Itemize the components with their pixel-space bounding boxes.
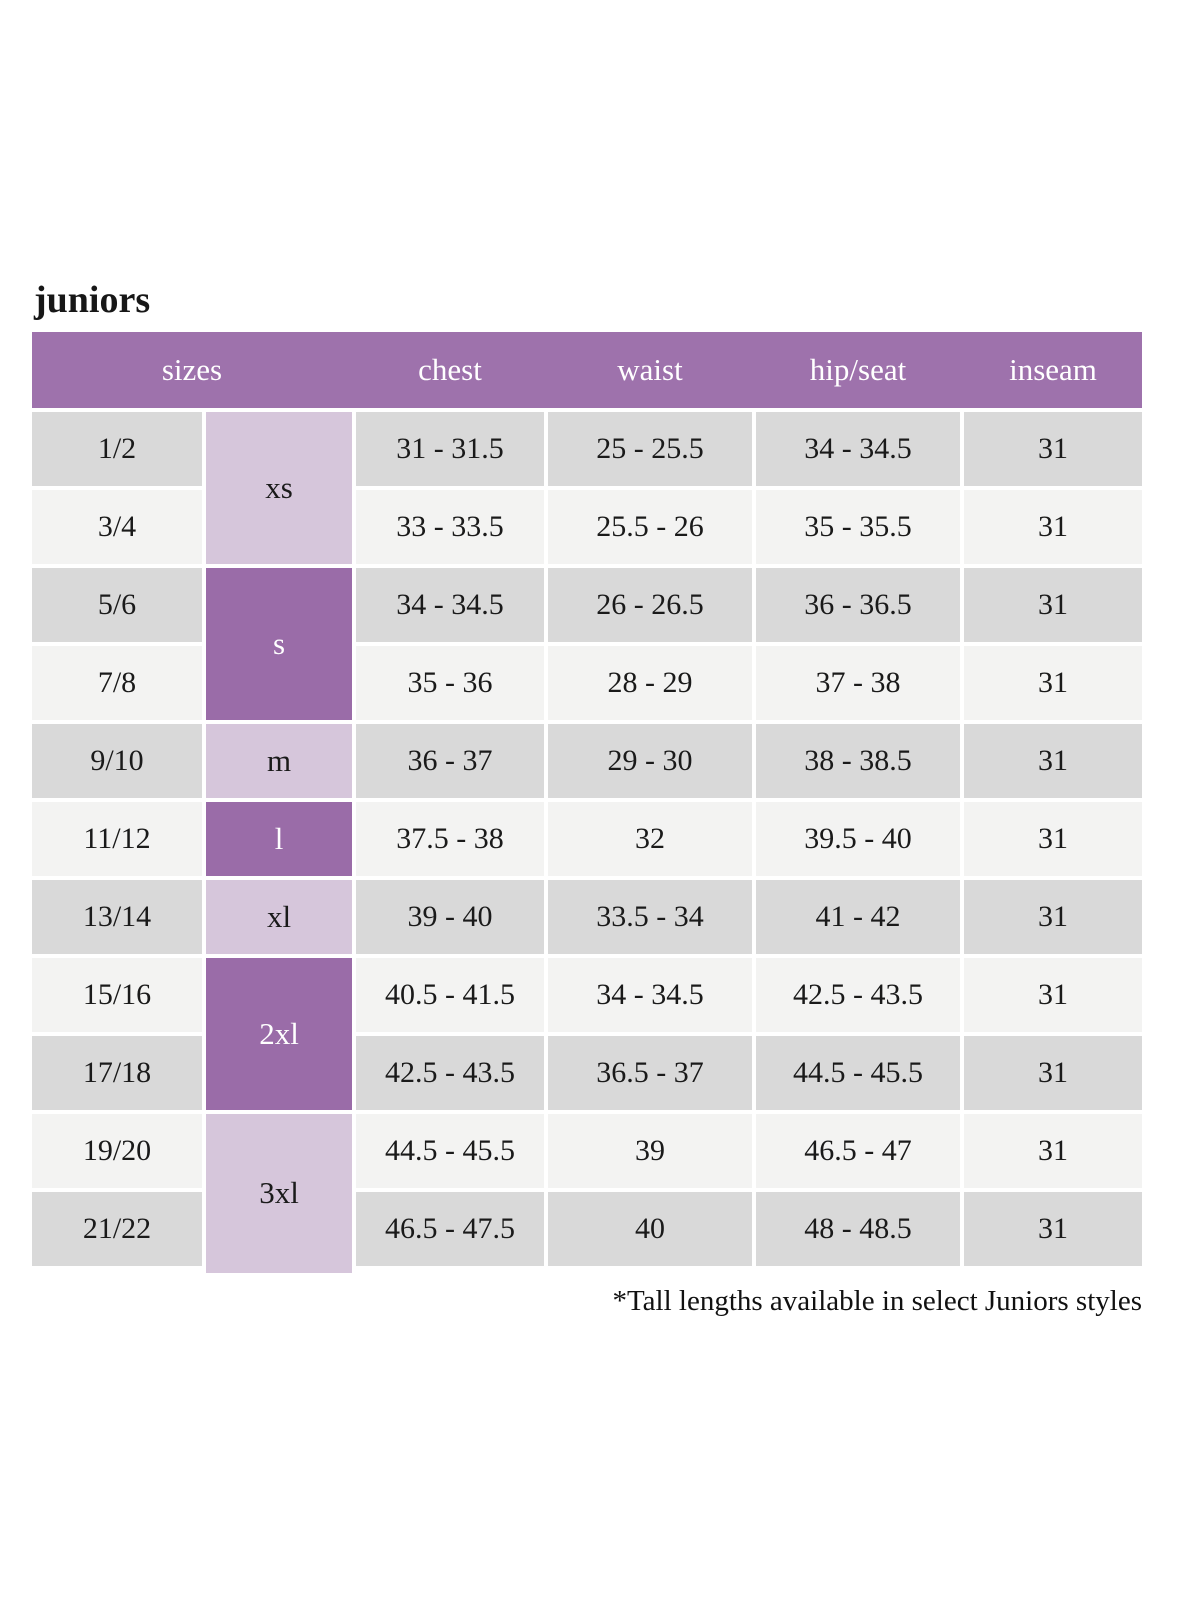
footnote: *Tall lengths available in select Junior… (612, 1284, 1142, 1317)
cell-chest: 44.5 - 45.5 (356, 1113, 544, 1188)
cell-chest: 34 - 34.5 (356, 567, 544, 642)
cell-inseam: 31 (964, 723, 1142, 798)
cell-inseam: 31 (964, 411, 1142, 486)
column-header-hip-seat: hip/seat (809, 351, 907, 387)
cell-size: 1/2 (32, 411, 202, 486)
cell-size: 15/16 (32, 957, 202, 1032)
column-header-waist: waist (617, 351, 683, 387)
cell-waist: 26 - 26.5 (548, 567, 752, 642)
cell-size: 13/14 (32, 879, 202, 954)
cell-hip-seat: 48 - 48.5 (756, 1191, 960, 1266)
cell-waist: 36.5 - 37 (548, 1035, 752, 1110)
cell-chest: 40.5 - 41.5 (356, 957, 544, 1032)
cell-size: 21/22 (32, 1191, 202, 1266)
column-header-chest: chest (418, 351, 482, 387)
cell-waist: 33.5 - 34 (548, 879, 752, 954)
cell-size: 5/6 (32, 567, 202, 642)
cell-size: 11/12 (32, 801, 202, 876)
cell-waist: 34 - 34.5 (548, 957, 752, 1032)
cell-inseam: 31 (964, 801, 1142, 876)
size-group-xl: xl (206, 879, 352, 954)
cell-size: 9/10 (32, 723, 202, 798)
cell-hip-seat: 46.5 - 47 (756, 1113, 960, 1188)
table-body: 1/2 31 - 31.5 25 - 25.5 34 - 34.5 31 3/4 33 - … (32, 411, 1142, 1273)
cell-hip-seat: 39.5 - 40 (756, 801, 960, 876)
cell-size: 3/4 (32, 489, 202, 564)
cell-inseam: 31 (964, 489, 1142, 564)
cell-chest: 37.5 - 38 (356, 801, 544, 876)
cell-hip-seat: 44.5 - 45.5 (756, 1035, 960, 1110)
size-group-s: s (206, 567, 352, 720)
table-header-row: sizes chest waist hip/seat inseam (32, 331, 1142, 408)
cell-inseam: 31 (964, 1035, 1142, 1110)
cell-size: 17/18 (32, 1035, 202, 1110)
cell-waist: 25.5 - 26 (548, 489, 752, 564)
cell-hip-seat: 36 - 36.5 (756, 567, 960, 642)
cell-waist: 39 (548, 1113, 752, 1188)
cell-waist: 25 - 25.5 (548, 411, 752, 486)
cell-size: 19/20 (32, 1113, 202, 1188)
cell-waist: 40 (548, 1191, 752, 1266)
cell-hip-seat: 37 - 38 (756, 645, 960, 720)
size-group-xs: xs (206, 411, 352, 564)
size-group-3xl: 3xl (206, 1113, 352, 1273)
cell-hip-seat: 35 - 35.5 (756, 489, 960, 564)
cell-inseam: 31 (964, 1113, 1142, 1188)
size-group-m: m (206, 723, 352, 798)
cell-waist: 29 - 30 (548, 723, 752, 798)
column-header-sizes: sizes (161, 351, 223, 387)
size-group-2xl: 2xl (206, 957, 352, 1110)
cell-chest: 33 - 33.5 (356, 489, 544, 564)
cell-chest: 36 - 37 (356, 723, 544, 798)
cell-hip-seat: 41 - 42 (756, 879, 960, 954)
cell-inseam: 31 (964, 957, 1142, 1032)
cell-waist: 28 - 29 (548, 645, 752, 720)
cell-chest: 31 - 31.5 (356, 411, 544, 486)
column-header-inseam: inseam (1009, 351, 1097, 387)
cell-hip-seat: 42.5 - 43.5 (756, 957, 960, 1032)
cell-inseam: 31 (964, 645, 1142, 720)
cell-hip-seat: 34 - 34.5 (756, 411, 960, 486)
cell-inseam: 31 (964, 879, 1142, 954)
size-chart-section: juniors sizes chest waist hip/seat insea… (32, 279, 1142, 1318)
cell-waist: 32 (548, 801, 752, 876)
page-title: juniors (34, 279, 151, 321)
cell-inseam: 31 (964, 567, 1142, 642)
cell-chest: 46.5 - 47.5 (356, 1191, 544, 1266)
size-group-l: l (206, 801, 352, 876)
cell-chest: 35 - 36 (356, 645, 544, 720)
cell-chest: 39 - 40 (356, 879, 544, 954)
cell-inseam: 31 (964, 1191, 1142, 1266)
cell-hip-seat: 38 - 38.5 (756, 723, 960, 798)
cell-chest: 42.5 - 43.5 (356, 1035, 544, 1110)
cell-size: 7/8 (32, 645, 202, 720)
